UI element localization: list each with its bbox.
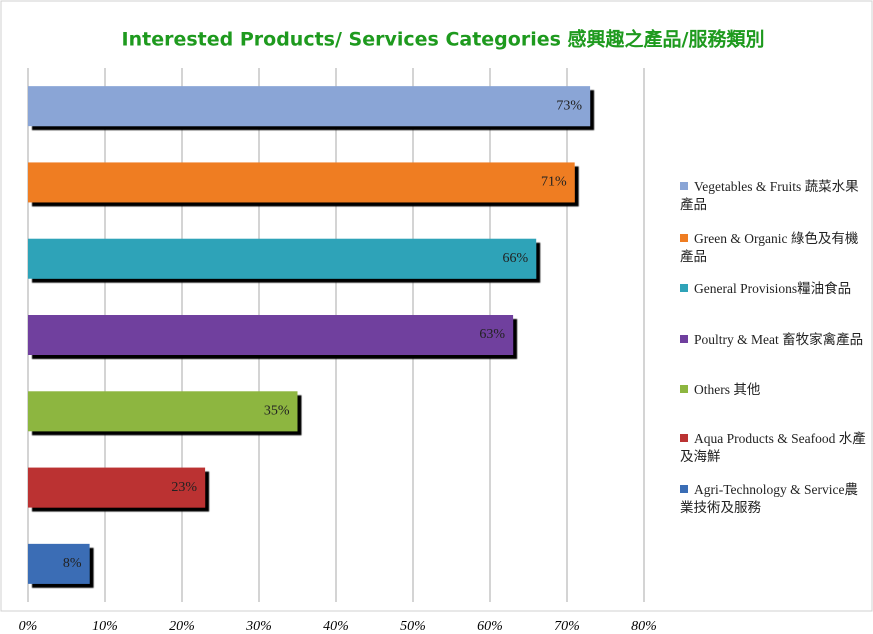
legend-swatch bbox=[680, 284, 688, 292]
legend-item: Aqua Products & Seafood 水產及海鮮 bbox=[680, 430, 870, 466]
legend-item: Poultry & Meat 畜牧家禽產品 bbox=[680, 331, 870, 349]
x-tick-label: 70% bbox=[554, 619, 580, 634]
chart-title: Interested Products/ Services Categories… bbox=[122, 28, 765, 51]
legend-label: Aqua Products & Seafood 水產及海鮮 bbox=[680, 431, 866, 464]
legend-item: Others 其他 bbox=[680, 381, 870, 399]
legend-label: Green & Organic 綠色及有機產品 bbox=[680, 231, 859, 264]
bar bbox=[28, 315, 514, 355]
legend-swatch bbox=[680, 335, 688, 343]
x-tick-label: 50% bbox=[400, 619, 426, 634]
data-label: 71% bbox=[541, 175, 567, 190]
legend-item: General Provisions糧油食品 bbox=[680, 280, 870, 298]
chart-border bbox=[0, 0, 873, 612]
bar bbox=[28, 467, 206, 508]
legend-swatch bbox=[680, 485, 688, 493]
bar bbox=[28, 391, 298, 432]
x-tick-label: 80% bbox=[631, 619, 657, 634]
legend-label: General Provisions糧油食品 bbox=[694, 281, 852, 296]
x-tick-label: 20% bbox=[169, 619, 195, 634]
legend-label: Vegetables & Fruits 蔬菜水果產品 bbox=[680, 179, 859, 212]
legend-swatch bbox=[680, 182, 688, 190]
x-tick-label: 30% bbox=[245, 619, 272, 634]
bar bbox=[28, 162, 575, 203]
legend-label: Poultry & Meat 畜牧家禽產品 bbox=[694, 332, 864, 347]
legend-item: Agri-Technology & Service農業技術及服務 bbox=[680, 481, 870, 517]
bar bbox=[28, 86, 591, 127]
legend-label: Others 其他 bbox=[694, 382, 761, 397]
bar bbox=[28, 543, 90, 584]
legend-swatch bbox=[680, 434, 688, 442]
x-tick-label: 10% bbox=[92, 619, 118, 634]
legend-label: Agri-Technology & Service農業技術及服務 bbox=[680, 482, 859, 515]
legend-item: Vegetables & Fruits 蔬菜水果產品 bbox=[680, 178, 870, 214]
data-label: 63% bbox=[479, 327, 505, 342]
data-label: 8% bbox=[63, 556, 82, 571]
legend-swatch bbox=[680, 234, 688, 242]
legend-item: Green & Organic 綠色及有機產品 bbox=[680, 230, 870, 266]
x-tick-label: 40% bbox=[323, 619, 349, 634]
data-label: 23% bbox=[171, 480, 197, 495]
data-label: 66% bbox=[503, 251, 529, 266]
x-tick-label: 60% bbox=[477, 619, 503, 634]
data-label: 35% bbox=[264, 404, 290, 419]
bar bbox=[28, 238, 537, 279]
x-tick-label: 0% bbox=[19, 619, 38, 634]
legend-swatch bbox=[680, 385, 688, 393]
data-label: 73% bbox=[556, 98, 582, 113]
